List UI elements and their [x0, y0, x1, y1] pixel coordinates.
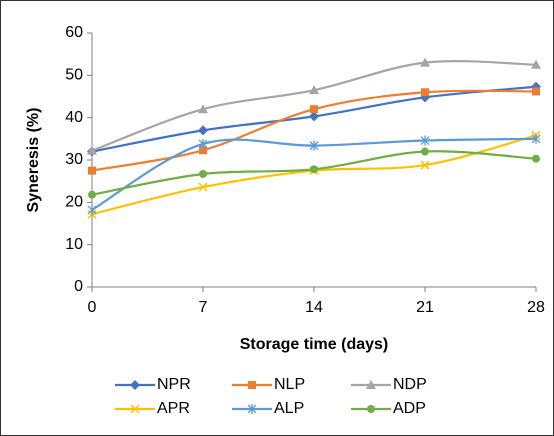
marker: [199, 146, 207, 155]
x-tick-label: 28: [527, 299, 545, 316]
legend-label: APR: [157, 400, 190, 417]
marker: [130, 380, 140, 390]
marker: [198, 138, 208, 149]
x-tick-label: 0: [88, 299, 97, 316]
y-tick-label: 60: [65, 24, 83, 41]
y-tick-label: 40: [65, 109, 83, 126]
y-tick-label: 10: [65, 236, 83, 253]
marker: [421, 88, 429, 97]
marker: [199, 169, 207, 178]
marker: [310, 105, 318, 114]
legend-label: ALP: [274, 400, 304, 417]
y-tick-label: 20: [65, 194, 83, 211]
marker: [531, 133, 541, 144]
marker: [88, 166, 96, 175]
marker: [198, 104, 208, 114]
marker: [420, 160, 430, 170]
y-axis-title: Syneresis (%): [25, 108, 42, 213]
legend-label: NLP: [274, 376, 305, 393]
marker: [198, 125, 208, 136]
marker: [247, 404, 257, 414]
marker: [87, 145, 97, 155]
marker: [248, 381, 256, 389]
marker: [309, 111, 319, 122]
marker: [87, 204, 97, 215]
marker: [531, 59, 541, 69]
x-axis-title: Storage time (days): [240, 336, 388, 353]
marker: [532, 87, 540, 96]
marker: [420, 135, 430, 146]
y-tick-label: 30: [65, 151, 83, 168]
legend-label: NPR: [157, 376, 191, 393]
x-tick-label: 7: [199, 299, 208, 316]
legend-label: NDP: [393, 376, 427, 393]
marker: [310, 165, 318, 174]
marker: [367, 405, 375, 413]
y-tick-label: 0: [74, 278, 83, 295]
marker: [421, 147, 429, 156]
marker: [88, 190, 96, 199]
marker: [130, 404, 140, 414]
y-tick-label: 50: [65, 67, 83, 84]
marker: [420, 57, 430, 67]
x-tick-label: 14: [305, 299, 323, 316]
marker: [532, 154, 540, 163]
x-tick-label: 21: [416, 299, 434, 316]
marker: [309, 140, 319, 151]
marker: [366, 380, 376, 389]
marker: [309, 85, 319, 95]
marker: [198, 182, 208, 192]
legend-label: ADP: [393, 400, 426, 417]
